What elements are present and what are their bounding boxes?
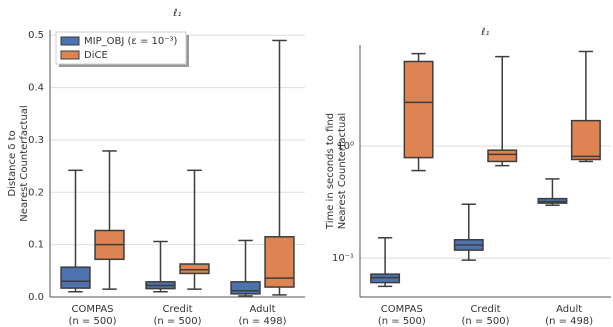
y-tick-label: 0.4 <box>28 83 44 94</box>
y-axis-label: Time in seconds to find <box>325 113 336 230</box>
box-group <box>230 239 261 297</box>
box-group <box>370 237 401 288</box>
box-group <box>179 169 210 290</box>
box-group <box>264 39 295 296</box>
y-tick-label: 0.0 <box>28 292 44 303</box>
box <box>264 236 295 288</box>
y-tick-label: 10⁻¹ <box>332 253 354 264</box>
x-tick-label: Adult (n = 498) <box>545 304 593 327</box>
y-tick-label: 0.2 <box>28 187 44 198</box>
box-group <box>145 240 176 293</box>
box-group <box>487 55 518 167</box>
chart-title: ℓ₁ <box>481 27 489 38</box>
y-tick-label: 0.5 <box>28 30 44 41</box>
y-axis-label: Nearest Counterfactual <box>337 113 348 229</box>
legend-label: DiCE <box>84 50 108 61</box>
legend-swatch <box>60 50 80 60</box>
box <box>60 266 91 289</box>
box-group <box>453 203 484 261</box>
legend-label: MIP_OBJ (ε = 10⁻³) <box>84 36 178 47</box>
y-tick-label: 0.1 <box>28 240 44 251</box>
y-tick-label: 0.3 <box>28 135 44 146</box>
y-tick-label: 10⁰ <box>337 141 354 152</box>
box <box>487 149 518 163</box>
x-tick-label: Credit (n = 500) <box>462 304 510 327</box>
x-tick-label: Adult (n = 498) <box>239 304 287 327</box>
box <box>230 281 261 295</box>
x-tick-label: COMPAS (n = 500) <box>378 304 426 327</box>
box-group <box>403 52 434 172</box>
box <box>570 119 601 161</box>
box-group <box>537 178 568 206</box>
y-axis-label: Distance δ to <box>7 130 18 196</box>
box-group <box>94 150 125 290</box>
box <box>179 263 210 275</box>
x-tick-label: COMPAS (n = 500) <box>69 304 117 327</box>
chart-title: ℓ₁ <box>173 8 181 19</box>
box <box>403 60 434 159</box>
box-group <box>60 169 91 293</box>
y-axis-label: Nearest Counterfactual <box>19 105 30 221</box>
box-group <box>570 50 601 163</box>
x-tick-label: Credit (n = 500) <box>154 304 202 327</box>
legend-swatch <box>60 36 80 46</box>
